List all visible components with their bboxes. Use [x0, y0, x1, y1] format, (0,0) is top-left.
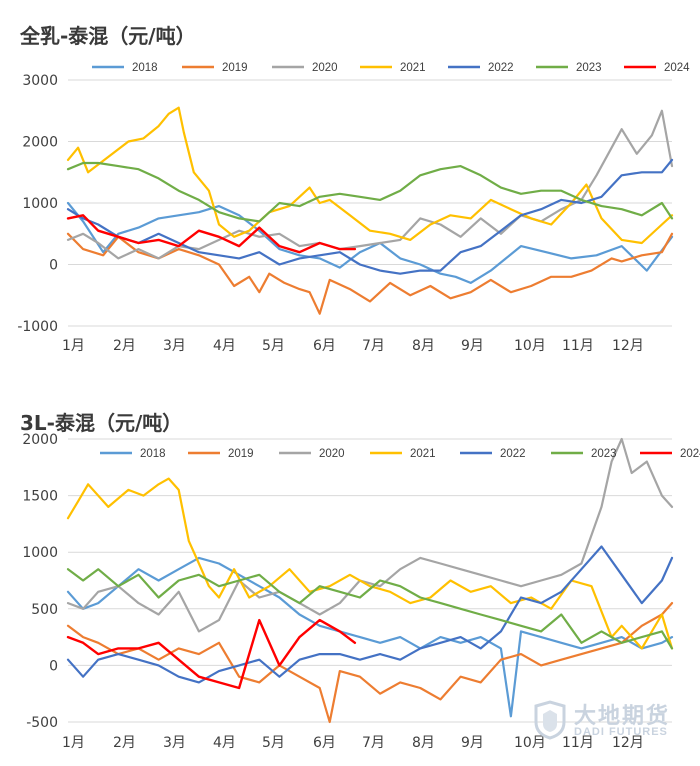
series-line-2020 [66, 109, 674, 260]
gridlines [68, 438, 672, 723]
watermark-en: DADI FUTURES [574, 726, 668, 738]
x-tick-label: 9月 [461, 735, 484, 751]
legend-label-2018: 2018 [132, 62, 158, 74]
series-line-2019 [66, 602, 674, 724]
legend-label-2022: 2022 [500, 448, 526, 460]
watermark-cn: 大地期货 [574, 704, 671, 729]
x-tick-label: 5月 [262, 735, 285, 751]
y-tick-label: 2000 [22, 432, 58, 448]
y-tick-label: 500 [31, 602, 58, 618]
series-line-2023 [66, 161, 674, 223]
series-line-2022 [66, 158, 674, 275]
chart-panel-3l: 3L-泰混（元/吨） 2000 1500 1000 500 0 -500 1月 2月 3月 4月 5… [0, 383, 700, 766]
legend-label-2020: 2020 [319, 448, 345, 460]
chart-panel-full-latex: 全乳-泰混（元/吨） 3000 2000 1000 0 -1000 1月 2月 3月 4月 5月 6… [17, 24, 690, 354]
y-tick-label: 0 [49, 258, 58, 274]
x-tick-label: 1月 [62, 735, 85, 751]
series-line-2018 [66, 201, 674, 284]
x-tick-label: 6月 [313, 735, 336, 751]
y-tick-label: 1500 [22, 489, 58, 505]
x-tick-label: 8月 [412, 338, 435, 354]
legend-label-2023: 2023 [591, 448, 617, 460]
x-tick-label: 12月 [612, 338, 644, 354]
y-tick-label: 1000 [22, 545, 58, 561]
legend-label-2018: 2018 [140, 448, 166, 460]
x-tick-label: 4月 [213, 735, 236, 751]
series-line-2024 [66, 618, 357, 690]
watermark: 大地期货 DADI FUTURES [532, 698, 682, 744]
legend-label-2024: 2024 [680, 448, 700, 460]
legend-label-2020: 2020 [312, 62, 338, 74]
y-tick-label: -1000 [17, 319, 58, 335]
legend-label-2023: 2023 [576, 62, 602, 74]
legend-label-2024: 2024 [664, 62, 690, 74]
x-tick-label: 2月 [113, 735, 136, 751]
x-tick-label: 7月 [362, 338, 385, 354]
x-tick-label: 1月 [62, 338, 85, 354]
legend-label-2019: 2019 [222, 62, 248, 74]
y-tick-label: 1000 [22, 196, 58, 212]
x-tick-label: 5月 [262, 338, 285, 354]
legend-label-2021: 2021 [410, 448, 436, 460]
y-tick-label: 0 [49, 658, 58, 674]
x-tick-label: 3月 [163, 338, 186, 354]
dadi-logo-icon [534, 700, 566, 740]
legend: 2018 2019 2020 2021 2022 2023 2024 [92, 62, 690, 74]
y-tick-label: 3000 [22, 73, 58, 89]
series-line-2018 [66, 556, 674, 718]
series-line-2023 [66, 568, 674, 650]
chart-title: 3L-泰混（元/吨） [20, 411, 183, 435]
legend-label-2021: 2021 [400, 62, 426, 74]
series-line-2021 [66, 106, 674, 245]
series-line-2022 [66, 545, 674, 684]
x-tick-label: 8月 [412, 735, 435, 751]
series-line-2019 [66, 232, 674, 315]
chart-title: 全乳-泰混（元/吨） [20, 24, 196, 48]
x-tick-label: 12月 [612, 735, 644, 751]
x-tick-label: 6月 [313, 338, 336, 354]
x-tick-label: 7月 [362, 735, 385, 751]
x-tick-label: 3月 [163, 735, 186, 751]
y-tick-label: -500 [26, 715, 58, 731]
x-tick-label: 11月 [562, 338, 594, 354]
x-tick-label: 9月 [461, 338, 484, 354]
legend-label-2019: 2019 [228, 448, 254, 460]
series-line-2020 [66, 437, 674, 633]
series-line-2024 [66, 214, 357, 254]
y-tick-label: 2000 [22, 135, 58, 151]
x-tick-label: 11月 [562, 735, 594, 751]
legend-label-2022: 2022 [488, 62, 514, 74]
x-tick-label: 10月 [514, 338, 546, 354]
x-tick-label: 4月 [213, 338, 236, 354]
x-tick-label: 2月 [113, 338, 136, 354]
x-tick-label: 10月 [514, 735, 546, 751]
legend: 2018 2019 2020 2021 2022 2023 2024 [100, 448, 700, 460]
